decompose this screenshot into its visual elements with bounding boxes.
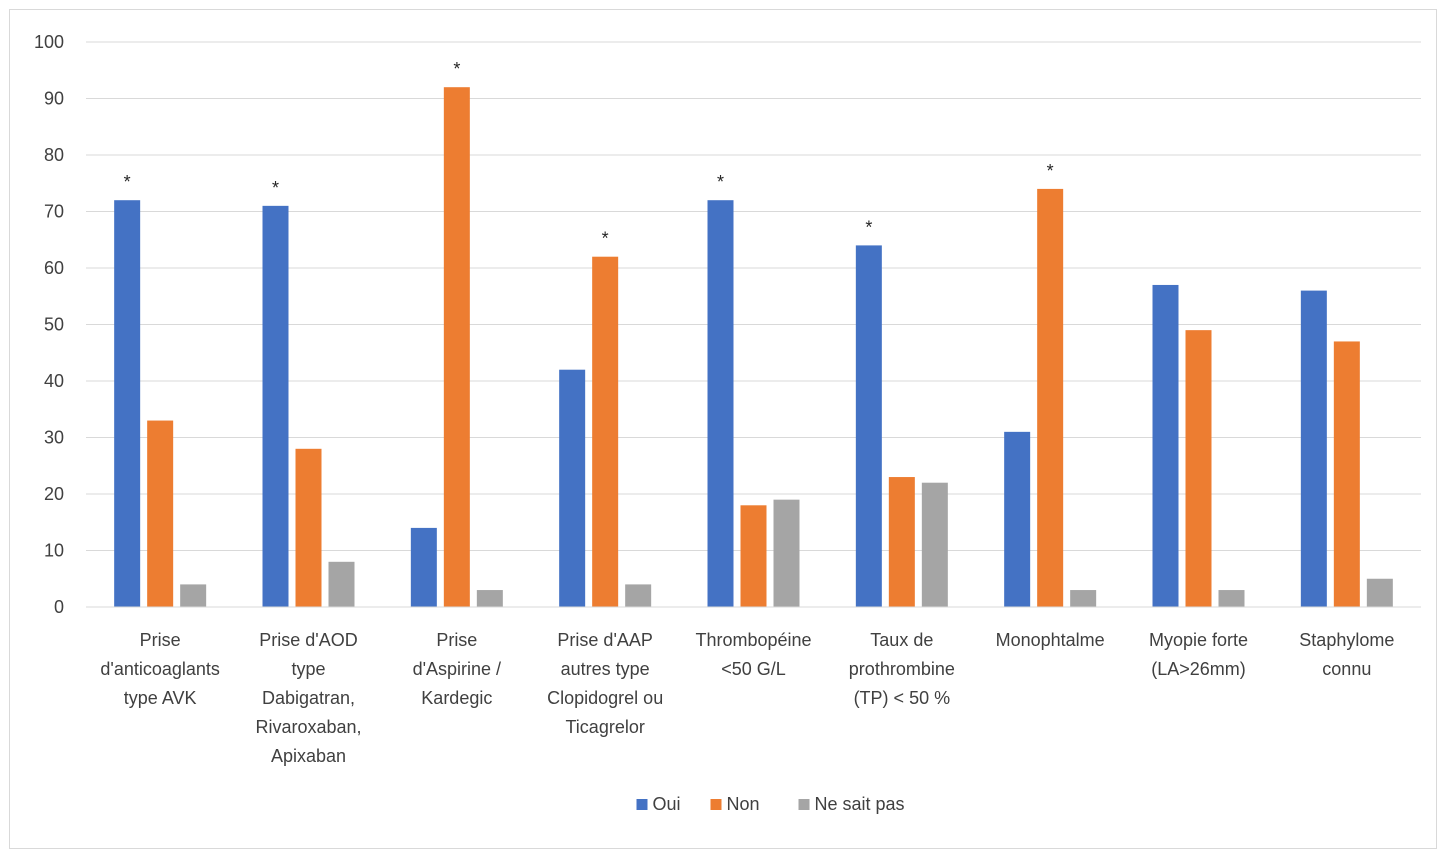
bar-ne-sait-pas xyxy=(180,584,207,607)
bar-non xyxy=(443,87,470,607)
x-category-label: Myopie forte (LA>26mm) xyxy=(1149,630,1248,679)
bar-oui xyxy=(262,205,289,607)
bar-oui xyxy=(1004,431,1031,607)
significance-marker: * xyxy=(453,59,460,79)
bar-non xyxy=(592,256,619,607)
bars xyxy=(114,87,1393,607)
bar-ne-sait-pas xyxy=(328,561,355,607)
legend-swatch-oui xyxy=(636,799,648,810)
significance-marker: * xyxy=(717,172,724,192)
bar-non xyxy=(888,477,915,607)
bar-ne-sait-pas xyxy=(921,482,948,607)
bar-non xyxy=(1333,341,1360,607)
x-category-label: Staphylome connu xyxy=(1299,630,1394,679)
legend-swatch-ne-sait-pas xyxy=(798,799,810,810)
bar-oui xyxy=(410,527,437,607)
x-category-label: Taux de prothrombine (TP) < 50 % xyxy=(849,630,955,708)
bar-oui xyxy=(114,200,141,607)
y-tick-label: 70 xyxy=(44,202,64,222)
bar-oui xyxy=(1300,290,1327,607)
bar-non xyxy=(1037,188,1064,607)
legend-label-oui: Oui xyxy=(653,794,681,814)
legend: Oui Non Ne sait pas xyxy=(636,794,905,814)
legend-label-ne-sait-pas: Ne sait pas xyxy=(815,794,905,814)
significance-marker: * xyxy=(1047,161,1054,181)
bar-ne-sait-pas xyxy=(476,590,503,607)
bar-oui xyxy=(707,200,734,607)
y-tick-label: 10 xyxy=(44,541,64,561)
y-tick-label: 30 xyxy=(44,428,64,448)
significance-marker: * xyxy=(602,229,609,249)
x-category-label: Monophtalme xyxy=(996,630,1105,650)
y-tick-label: 50 xyxy=(44,315,64,335)
x-category-label: Prise d'AOD type Dabigatran, Rivaroxaban, Ap… xyxy=(255,630,361,766)
annotations: * * * * * * * xyxy=(124,59,1054,249)
y-tick-label: 60 xyxy=(44,258,64,278)
bar-ne-sait-pas xyxy=(1366,578,1393,607)
chart-frame: 0 10 20 30 40 50 60 70 80 90 100 * * * * * * * Prise d'an… xyxy=(9,9,1437,849)
bar-ne-sait-pas xyxy=(625,584,652,607)
x-category-label: Prise d'AAP autres type Clopidogrel ou Tica… xyxy=(547,630,663,737)
legend-label-non: Non xyxy=(727,794,760,814)
bar-oui xyxy=(1152,284,1179,607)
bar-oui xyxy=(559,369,586,607)
bar-ne-sait-pas xyxy=(1218,590,1245,607)
x-axis-labels: Prise d'anticoaglants type AVK Prise d'AOD t… xyxy=(100,630,1394,766)
y-tick-label: 80 xyxy=(44,145,64,165)
bar-ne-sait-pas xyxy=(773,499,800,607)
legend-swatch-non xyxy=(710,799,722,810)
bar-non xyxy=(740,505,767,607)
y-tick-label: 0 xyxy=(54,597,64,617)
significance-marker: * xyxy=(865,217,872,237)
y-tick-label: 20 xyxy=(44,484,64,504)
bar-non xyxy=(295,448,322,607)
significance-marker: * xyxy=(272,178,279,198)
x-category-label: Prise d'Aspirine / Kardegic xyxy=(413,630,501,708)
bar-ne-sait-pas xyxy=(1070,590,1097,607)
bar-chart: 0 10 20 30 40 50 60 70 80 90 100 * * * * * * * Prise d'an… xyxy=(34,32,1421,814)
x-category-label: Thrombopéine <50 G/L xyxy=(695,630,811,679)
x-category-label: Prise d'anticoaglants type AVK xyxy=(100,630,220,708)
y-tick-label: 90 xyxy=(44,89,64,109)
significance-marker: * xyxy=(124,172,131,192)
y-tick-label: 40 xyxy=(44,371,64,391)
y-axis-ticks: 0 10 20 30 40 50 60 70 80 90 100 xyxy=(34,32,64,617)
bar-non xyxy=(147,420,174,607)
bar-non xyxy=(1185,330,1212,607)
y-tick-label: 100 xyxy=(34,32,64,52)
bar-oui xyxy=(855,245,882,607)
